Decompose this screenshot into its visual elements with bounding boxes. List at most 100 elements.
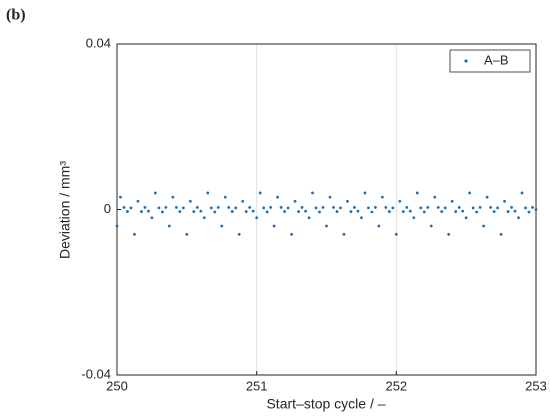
point: [241, 199, 245, 203]
point: [269, 206, 273, 209]
x-tick-label: 253: [525, 378, 547, 393]
point: [297, 210, 300, 213]
point: [251, 209, 255, 213]
point: [199, 209, 203, 213]
point: [363, 191, 367, 195]
point: [314, 206, 318, 210]
point: [443, 206, 447, 210]
point: [192, 210, 196, 213]
point: [353, 206, 356, 209]
point: [318, 210, 321, 214]
point: [377, 224, 381, 228]
point: [517, 216, 520, 220]
point: [339, 206, 342, 210]
point: [279, 206, 283, 209]
point: [405, 206, 409, 209]
point: [419, 206, 423, 210]
point: [356, 209, 360, 213]
point: [391, 206, 395, 210]
point: [174, 206, 178, 209]
point: [304, 209, 307, 213]
point: [154, 191, 157, 195]
point: [227, 206, 231, 209]
point: [373, 206, 377, 209]
point: [328, 195, 332, 199]
point: [342, 232, 346, 236]
point: [307, 216, 311, 220]
point: [206, 191, 210, 195]
point: [300, 206, 304, 209]
point: [167, 224, 171, 228]
x-axis-label: Start–stop cycle / –: [266, 396, 385, 412]
point: [195, 206, 199, 209]
point: [321, 206, 325, 209]
point: [133, 232, 136, 236]
point: [461, 209, 465, 213]
point: [230, 210, 234, 213]
point: [367, 206, 370, 210]
legend-box: [449, 49, 531, 73]
point: [429, 224, 433, 228]
point: [380, 195, 384, 199]
point: [272, 224, 276, 228]
point: [440, 210, 444, 213]
x-tick-label: 252: [385, 378, 407, 393]
point: [237, 232, 241, 236]
point: [482, 224, 486, 228]
point: [223, 195, 227, 199]
point: [119, 195, 122, 199]
point: [534, 208, 538, 211]
point: [140, 210, 143, 213]
point: [468, 191, 472, 195]
legend-marker: [464, 59, 468, 63]
point: [164, 206, 168, 209]
point: [178, 210, 182, 213]
point: [311, 191, 314, 195]
panel-label: (b): [6, 7, 26, 24]
point: [290, 232, 293, 236]
point: [220, 224, 224, 228]
point: [129, 206, 133, 210]
point: [450, 199, 454, 203]
point: [415, 191, 419, 195]
plot-frame: [116, 43, 537, 376]
point: [398, 199, 402, 203]
point: [325, 224, 328, 228]
point: [471, 206, 475, 210]
point: [255, 216, 259, 220]
point: [513, 209, 517, 213]
point: [475, 210, 479, 214]
point: [293, 199, 297, 203]
point: [136, 199, 140, 203]
point: [265, 210, 269, 214]
point: [408, 209, 412, 213]
point: [510, 206, 513, 209]
point: [433, 195, 437, 199]
point: [527, 210, 531, 214]
point: [401, 210, 405, 213]
y-axis-label: Deviation / mm³: [57, 161, 73, 259]
point: [346, 199, 349, 203]
point: [147, 209, 150, 213]
x-tick-label: 251: [246, 378, 268, 393]
y-tick-label: 0: [104, 201, 111, 216]
legend-label: A–B: [484, 52, 509, 67]
point: [262, 206, 266, 210]
point: [457, 206, 461, 209]
point: [524, 206, 527, 210]
point: [387, 210, 391, 213]
point: [171, 195, 175, 199]
point: [122, 206, 126, 209]
point: [426, 206, 430, 209]
y-tick-label: 0.04: [86, 35, 111, 50]
point: [492, 210, 496, 213]
point: [422, 210, 426, 214]
point: [216, 206, 220, 209]
point: [454, 210, 458, 213]
point: [283, 210, 286, 213]
point: [213, 210, 217, 214]
point: [185, 232, 189, 236]
point: [531, 206, 534, 209]
point: [202, 216, 206, 220]
